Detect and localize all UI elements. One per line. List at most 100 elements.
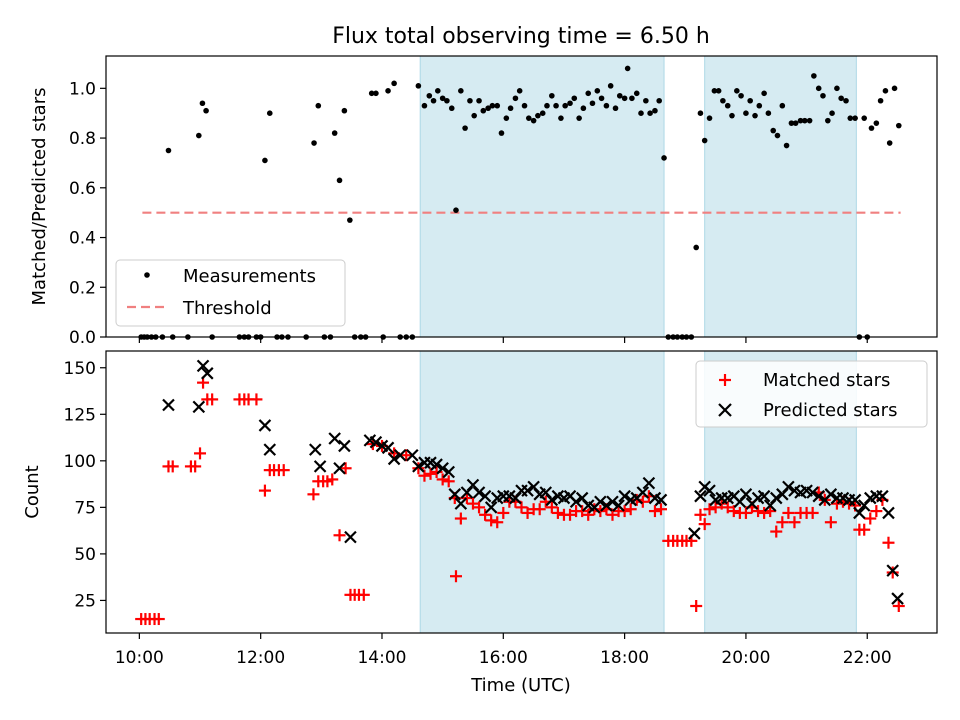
measurement-point — [729, 112, 735, 119]
matched-point — [479, 508, 492, 521]
matched-point — [715, 497, 728, 510]
predicted-point — [739, 488, 753, 501]
measurement-point — [315, 102, 322, 109]
matched-point — [485, 514, 498, 527]
measurement-point — [779, 102, 786, 109]
top-y-axis-ticks: 0.0 0.2 0.4 0.6 0.8 1.0 — [69, 79, 106, 348]
predicted-point — [848, 493, 862, 507]
legend-measurements-label: Measurements — [183, 266, 316, 287]
legend-predicted-marker — [718, 403, 732, 417]
y-tick-label: 0.2 — [69, 278, 96, 298]
measurement-point — [643, 97, 649, 104]
predicted-point — [769, 491, 783, 505]
measurement-point — [444, 97, 450, 104]
measurement-point — [585, 90, 592, 97]
measurement-point — [311, 140, 317, 146]
x-tick-label: 16:00 — [479, 648, 528, 668]
matched-point — [588, 503, 601, 516]
y-tick-label: 1.0 — [69, 79, 96, 99]
matched-point — [721, 501, 734, 514]
measurement-point — [629, 95, 635, 102]
measurement-point — [426, 92, 433, 99]
measurement-point — [594, 88, 601, 94]
measurement-point — [891, 85, 898, 92]
matched-point — [830, 497, 843, 510]
x-tick-label: 14:00 — [357, 648, 406, 668]
predicted-point — [430, 458, 443, 471]
y-tick-label: 125 — [64, 405, 96, 425]
measurement-point — [562, 102, 568, 109]
measurement-point — [553, 102, 559, 109]
predicted-point — [344, 530, 357, 544]
matched-point — [333, 529, 346, 542]
measurement-point — [266, 110, 273, 116]
measurement-point — [847, 115, 854, 121]
predicted-point — [824, 488, 838, 501]
measurement-point — [843, 97, 849, 104]
predicted-point — [886, 564, 899, 577]
measurement-point — [458, 88, 464, 94]
measurement-point — [480, 107, 487, 114]
predicted-point — [876, 489, 889, 503]
predicted-point — [381, 441, 395, 455]
predicted-point — [436, 461, 449, 475]
matched-point — [694, 508, 707, 521]
measurement-point — [797, 117, 804, 124]
matched-point — [776, 516, 789, 529]
measurement-point — [489, 102, 496, 109]
matched-point — [564, 508, 577, 521]
measurement-point — [165, 147, 172, 154]
predicted-point — [333, 461, 346, 475]
legend-matched-marker — [719, 374, 731, 386]
matched-point — [194, 447, 207, 460]
measurement-point — [788, 120, 795, 126]
matched-point — [551, 506, 564, 519]
measurement-point — [815, 85, 822, 92]
x-tick-label: 22:00 — [843, 648, 892, 668]
matched-point — [206, 393, 219, 406]
predicted-point — [782, 480, 795, 494]
matched-point — [864, 512, 877, 525]
predicted-point — [263, 443, 277, 456]
predicted-point — [196, 359, 210, 373]
measurement-point — [724, 102, 731, 109]
measurement-point — [621, 95, 628, 102]
matched-point — [515, 501, 528, 514]
measurement-point — [756, 102, 763, 109]
bottom-y-axis-ticks: 25 50 75 100 125 150 — [64, 359, 106, 611]
measurement-point — [521, 102, 528, 109]
predicted-point — [412, 460, 425, 473]
matched-point — [418, 469, 431, 482]
predicted-point — [594, 495, 607, 509]
measurement-point — [535, 112, 541, 119]
matched-point — [788, 516, 801, 529]
measurement-point — [603, 102, 610, 109]
matched-point — [782, 506, 795, 519]
predicted-point — [757, 489, 771, 503]
legend-predicted-label: Predicted stars — [763, 400, 897, 421]
measurement-point — [734, 88, 740, 94]
matched-point — [882, 536, 895, 549]
measurement-point — [656, 97, 662, 104]
measurement-point — [882, 88, 889, 94]
measurement-point — [485, 105, 491, 112]
y-tick-label: 0.8 — [69, 129, 96, 149]
measurement-point — [439, 95, 446, 102]
top-y-axis-label: Matched/Predicted stars — [29, 88, 50, 306]
matched-point — [250, 393, 263, 406]
predicted-point — [484, 501, 498, 514]
top-legend: Measurements Threshold — [115, 259, 346, 327]
matched-point — [648, 505, 661, 518]
matched-point — [824, 516, 837, 529]
matched-point — [806, 506, 819, 519]
predicted-point — [806, 486, 819, 499]
matched-point — [582, 508, 595, 521]
matched-point — [326, 473, 339, 486]
matched-point — [442, 475, 455, 488]
predicted-point — [521, 484, 534, 497]
matched-point — [307, 488, 320, 501]
matched-point — [770, 525, 783, 538]
matched-point — [630, 493, 643, 506]
predicted-point — [545, 493, 559, 507]
